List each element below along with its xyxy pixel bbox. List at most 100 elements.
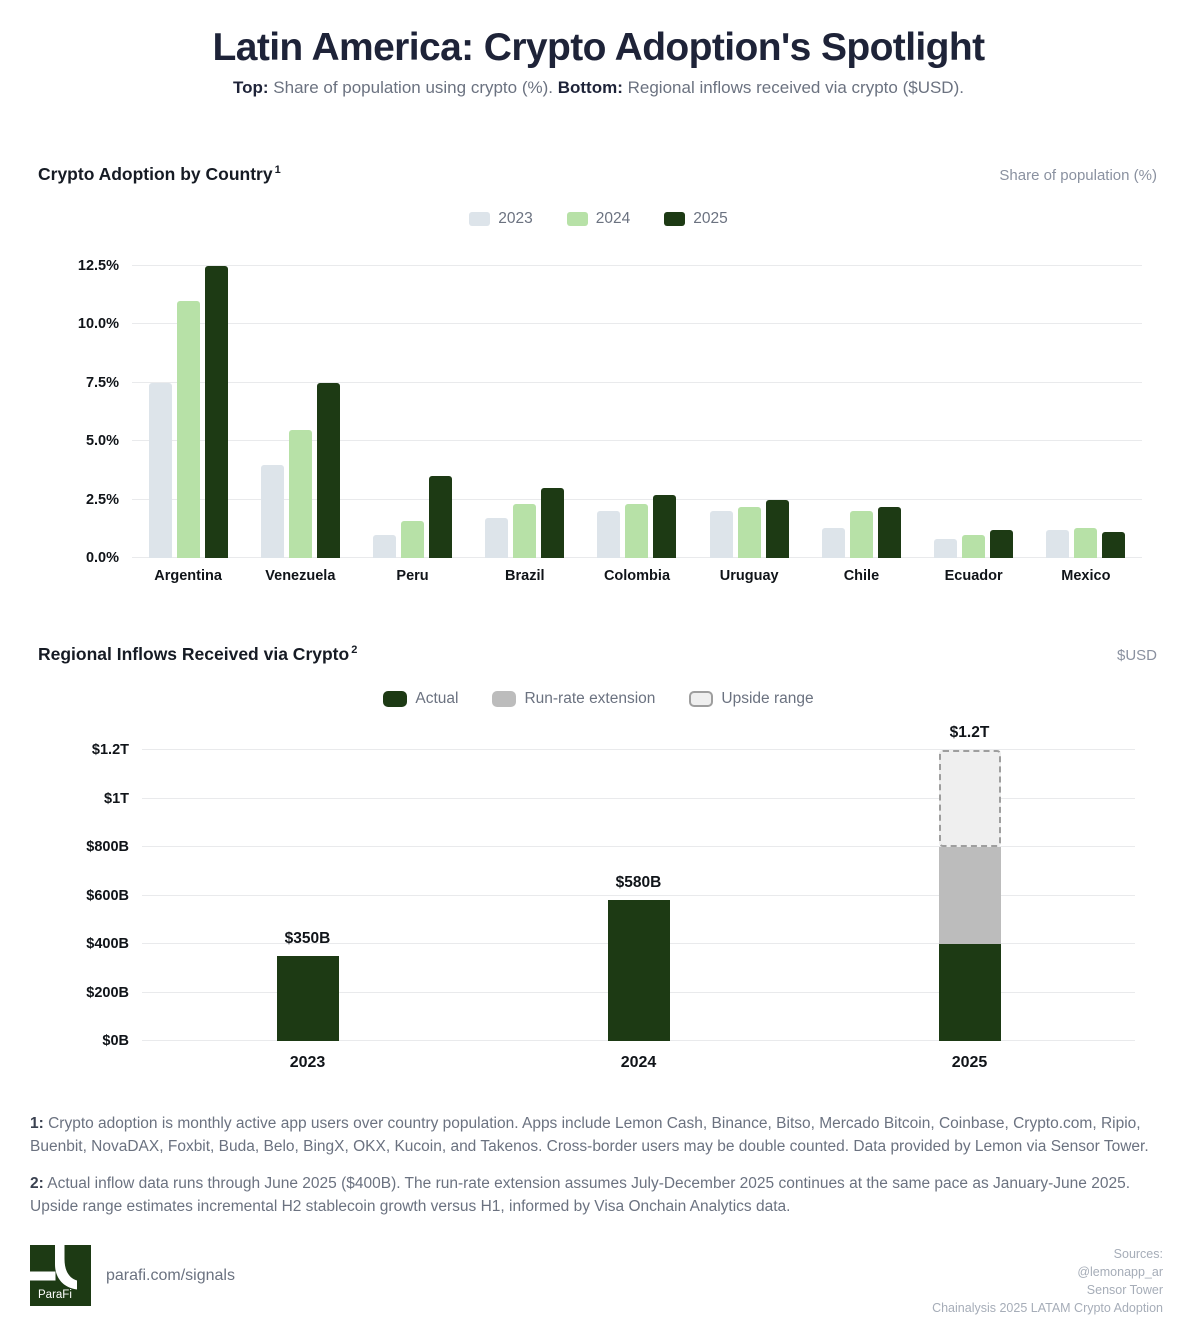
- legend-item-run-rate-extension: Run-rate extension: [492, 690, 655, 708]
- source-line: @lemonapp_ar: [1077, 1265, 1163, 1280]
- inflows-plot: $0B $200B $400B $600B $800B $1T $1.2T $350B $580…: [86, 724, 1135, 1049]
- parafi-logo: ParaFi: [30, 1245, 91, 1306]
- peru-2024-bar: [401, 520, 425, 558]
- 2024-actual-segment: [607, 900, 670, 1041]
- uruguay-2025-bar: [765, 499, 789, 558]
- brazil-2023-bar: [485, 518, 509, 558]
- y-axis-tick-label: $0B: [102, 1033, 129, 1049]
- subtitle-bottom-label: Bottom:: [557, 78, 623, 97]
- y-axis-tick-label: 10.0%: [77, 316, 119, 333]
- inflows-x-axis: 2023 2024 2025: [142, 1054, 1135, 1072]
- footnote-1-marker: 1:: [30, 1115, 44, 1132]
- y-axis-tick-label: $600B: [86, 887, 129, 904]
- venezuela-2023-bar: [260, 464, 284, 558]
- legend-label: Actual: [415, 689, 459, 707]
- upside-range-legend-chip: [689, 690, 714, 707]
- adoption-chart-title-text: Crypto Adoption by Country: [38, 164, 273, 184]
- colombia-2025-bar: [653, 494, 677, 558]
- footnote-marker-1: 1: [274, 164, 281, 177]
- x-axis-label-2024: 2024: [620, 1054, 657, 1071]
- bar-value-label: $350B: [284, 930, 331, 948]
- 2023-legend-chip: [469, 211, 491, 226]
- legend-item-2025: 2025: [664, 210, 728, 228]
- inflows-chart-header: Regional Inflows Received via Crypto 2 $U…: [0, 644, 1197, 670]
- inflows-chart: Regional Inflows Received via Crypto 2 $U…: [0, 644, 1197, 1072]
- adoption-x-axis: Argentina Venezuela Peru Brazil Colombia Urug…: [132, 568, 1142, 584]
- gridline: [132, 498, 1142, 500]
- 2024-column: $580B: [473, 750, 804, 1041]
- footnote-2-marker: 2:: [30, 1174, 44, 1192]
- source-line: Sensor Tower: [1086, 1283, 1163, 1298]
- legend-item-actual: Actual: [383, 690, 458, 708]
- footer: ParaFi parafi.com/signals Sources: @lemo…: [30, 1245, 1163, 1318]
- 2023-column: $350B: [142, 750, 473, 1041]
- x-axis-label-2023: 2023: [289, 1054, 326, 1071]
- ecuador-2025-bar: [990, 529, 1014, 558]
- footnote-2: 2: Actual inflow data runs through June …: [30, 1172, 1163, 1219]
- mexico-2023-bar: [1046, 529, 1070, 558]
- footer-brand: ParaFi parafi.com/signals: [30, 1245, 235, 1306]
- y-axis-tick-label: 0.0%: [85, 550, 119, 566]
- peru-2025-bar: [429, 476, 453, 558]
- uruguay-2023-bar: [709, 511, 733, 558]
- chile-group: [805, 266, 917, 558]
- peru-group: [356, 266, 468, 558]
- inflows-chart-title: Regional Inflows Received via Crypto 2: [38, 644, 357, 665]
- footnotes: 1: Crypto adoption is monthly active app…: [30, 1112, 1163, 1231]
- legend-label: Upside range: [721, 689, 814, 707]
- 2025-run-rate-extension-segment: [938, 847, 1001, 944]
- gridline: [142, 846, 1135, 847]
- uruguay-group: [693, 266, 805, 558]
- x-axis-label-colombia: Colombia: [603, 568, 671, 584]
- colombia-2024-bar: [625, 504, 649, 558]
- venezuela-2025-bar: [316, 382, 340, 558]
- x-axis-label-venezuela: Venezuela: [265, 568, 336, 584]
- chile-2024-bar: [849, 511, 873, 558]
- x-axis-label-brazil: Brazil: [505, 568, 545, 584]
- ecuador-2024-bar: [962, 534, 986, 558]
- colombia-group: [581, 266, 693, 558]
- x-axis-label-uruguay: Uruguay: [719, 568, 779, 584]
- 2025-upside-range-segment: [938, 750, 1001, 847]
- run-rate-extension-legend-chip: [492, 690, 517, 707]
- inflows-legend: Actual Run-rate extension Upside range: [0, 690, 1197, 707]
- ecuador-group: [918, 266, 1030, 558]
- adoption-chart-title: Crypto Adoption by Country 1: [38, 164, 281, 185]
- footnote-marker-2: 2: [351, 644, 358, 657]
- 2025-actual-segment: [938, 944, 1001, 1041]
- mexico-2024-bar: [1074, 527, 1098, 558]
- page-title: Latin America: Crypto Adoption's Spotlig…: [212, 26, 986, 69]
- 2025-legend-chip: [664, 211, 686, 226]
- y-axis-tick-label: $200B: [86, 984, 129, 1001]
- gridline: [132, 440, 1142, 442]
- y-axis-tick-label: 2.5%: [85, 491, 119, 508]
- x-axis-label-2025: 2025: [951, 1054, 988, 1071]
- gridline: [142, 749, 1135, 750]
- legend-label: Run-rate extension: [524, 689, 656, 707]
- ecuador-2023-bar: [934, 539, 958, 558]
- argentina-2025-bar: [204, 266, 228, 558]
- y-axis-tick-label: $1.2T: [91, 742, 129, 758]
- footnote-1-text: Crypto adoption is monthly active app us…: [30, 1115, 1149, 1156]
- gridline: [142, 894, 1135, 896]
- x-axis-label-argentina: Argentina: [154, 568, 222, 584]
- y-axis-tick-label: 5.0%: [85, 433, 119, 450]
- venezuela-2024-bar: [288, 429, 312, 558]
- legend-item-2023: 2023: [469, 210, 533, 228]
- sources-title: Sources:: [1113, 1247, 1163, 1261]
- bar-value-label: $1.2T: [949, 724, 990, 741]
- inflows-chart-title-text: Regional Inflows Received via Crypto: [38, 644, 350, 664]
- footnote-1: 1: Crypto adoption is monthly active app…: [30, 1112, 1163, 1159]
- argentina-2023-bar: [148, 382, 172, 558]
- uruguay-2024-bar: [737, 506, 761, 558]
- x-axis-label-peru: Peru: [396, 568, 429, 584]
- footer-link[interactable]: parafi.com/signals: [106, 1266, 235, 1284]
- adoption-chart-header: Crypto Adoption by Country 1 Share of pop…: [0, 164, 1197, 190]
- brazil-2025-bar: [541, 487, 565, 558]
- subtitle-top-text: Share of population using crypto (%).: [268, 78, 558, 97]
- mexico-2025-bar: [1102, 532, 1126, 558]
- bar-groups: [132, 266, 1142, 558]
- inflows-unit-label: $USD: [1116, 647, 1157, 664]
- footnote-2-text: Actual inflow data runs through June 202…: [30, 1174, 1131, 1215]
- legend-item-2024: 2024: [566, 210, 630, 228]
